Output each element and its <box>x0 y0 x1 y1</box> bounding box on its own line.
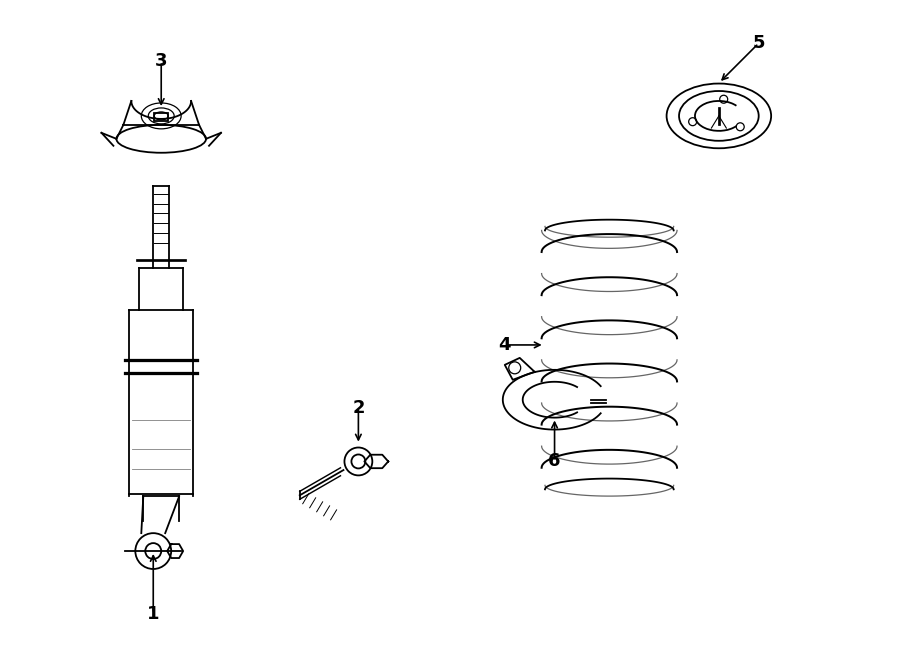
Text: 4: 4 <box>499 336 511 354</box>
Text: 3: 3 <box>155 52 167 70</box>
Text: 5: 5 <box>752 34 765 52</box>
Text: 2: 2 <box>352 399 365 416</box>
Text: 6: 6 <box>548 452 561 471</box>
Text: 1: 1 <box>147 605 159 623</box>
